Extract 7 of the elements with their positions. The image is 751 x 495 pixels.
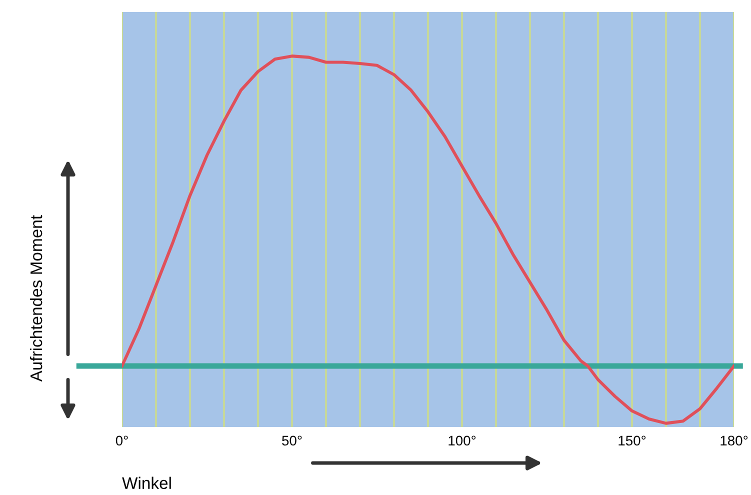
x-tick-label: 0° [116, 436, 128, 446]
y-axis-title: Aufrichtendes Moment [30, 215, 42, 382]
x-tick-label: 50° [282, 436, 302, 446]
x-tick-label: 100° [448, 436, 476, 446]
x-tick-label: 150° [618, 436, 646, 446]
x-axis-title: Winkel [122, 476, 171, 490]
x-tick-label: 180° [720, 436, 748, 446]
